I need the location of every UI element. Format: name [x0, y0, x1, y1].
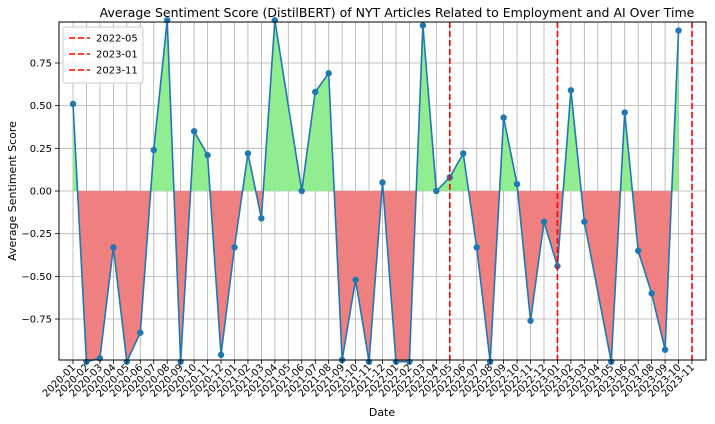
y-tick-label: −0.25 [21, 229, 52, 240]
data-point [190, 128, 198, 135]
data-point [379, 179, 386, 186]
data-point [163, 17, 171, 24]
negative-fill [651, 191, 666, 350]
y-axis-ticks: −0.75 −0.50 −0.25 0.00 0.25 0.50 0.75 [21, 58, 59, 326]
data-point [433, 187, 440, 195]
positive-fill [449, 153, 464, 191]
data-point [312, 88, 319, 96]
negative-fill [638, 191, 652, 294]
data-point [473, 244, 480, 251]
negative-fill [86, 191, 100, 362]
data-point [352, 276, 359, 283]
data-point [513, 180, 521, 188]
vertical-lines [448, 22, 693, 360]
positive-fill [315, 73, 329, 191]
y-tick-label: 0.50 [30, 101, 52, 112]
data-point [258, 215, 265, 222]
area-fills [73, 20, 679, 362]
y-tick-label: −0.75 [21, 315, 52, 326]
series-line [72, 20, 680, 365]
data-point [581, 218, 588, 225]
legend-label: 2023-01 [96, 50, 138, 61]
data-point [527, 317, 534, 324]
data-point [204, 151, 211, 159]
data-point [271, 17, 279, 24]
data-point [217, 351, 225, 359]
data-point [634, 247, 642, 254]
data-point [500, 114, 507, 121]
data-point [150, 146, 157, 154]
negative-fill [99, 191, 114, 359]
data-point [675, 27, 682, 34]
x-axis-ticks: 2020-012020-022020-032020-042020-052020-… [41, 360, 697, 400]
negative-fill [221, 191, 235, 355]
data-point [661, 346, 669, 353]
data-point [137, 329, 144, 336]
data-point [325, 70, 332, 77]
data-point [244, 150, 252, 157]
data-point [648, 290, 655, 297]
negative-fill [355, 191, 370, 362]
negative-fill [530, 191, 544, 321]
x-axis-label: Date [369, 406, 396, 419]
y-axis-label: Average Sentiment Score [6, 121, 19, 261]
negative-fill [584, 191, 612, 362]
negative-fill [395, 191, 410, 362]
y-tick-label: −0.50 [21, 272, 52, 283]
data-point [460, 150, 467, 157]
legend-box [62, 26, 144, 84]
data-point [231, 244, 238, 251]
y-tick-label: 0.75 [30, 58, 52, 69]
positive-fill [153, 20, 168, 192]
y-tick-label: 0.00 [30, 187, 52, 198]
data-point [298, 187, 305, 195]
positive-fill [194, 131, 208, 191]
negative-fill [543, 191, 558, 267]
data-point [621, 109, 628, 116]
y-tick-label: 0.25 [30, 144, 52, 155]
negative-fill [476, 191, 491, 362]
negative-fill [342, 191, 356, 360]
chart-title: Average Sentiment Score (DistilBERT) of … [100, 5, 695, 20]
data-point [69, 100, 77, 108]
negative-fill [126, 191, 141, 362]
negative-fill [113, 191, 127, 362]
data-point [419, 22, 427, 29]
data-point [110, 244, 117, 251]
legend-label: 2023-11 [96, 66, 138, 77]
data-point [567, 87, 575, 94]
legend: 2022-05 2023-01 2023-11 [62, 26, 144, 84]
data-point [540, 218, 548, 225]
legend-label: 2022-05 [96, 34, 138, 45]
